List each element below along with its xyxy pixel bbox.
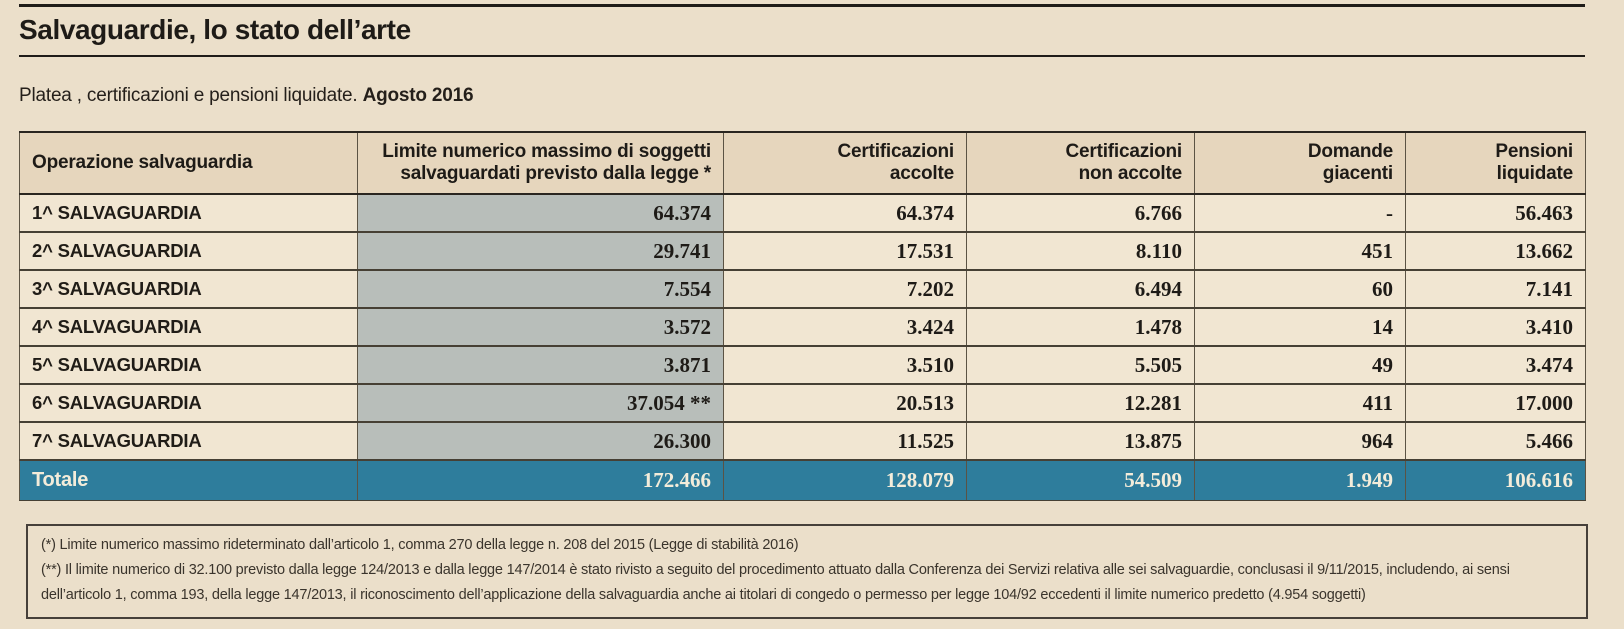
table-row: 7^ SALVAGUARDIA 26.300 11.525 13.875 964 5.46… — [19, 421, 1586, 461]
limite-cell: 29.741 — [357, 231, 724, 271]
total-label-cell: Totale — [19, 459, 358, 501]
limite-cell: 37.054 ** — [357, 383, 724, 423]
accolte-cell: 3.424 — [723, 307, 967, 347]
subtitle: Platea , certificazioni e pensioni liqui… — [19, 85, 1585, 107]
col-header-operazione: Operazione salvaguardia — [19, 131, 358, 195]
subtitle-text: Platea , certificazioni e pensioni liqui… — [19, 85, 363, 106]
operazione-cell: 7^ SALVAGUARDIA — [19, 421, 358, 461]
giacenti-cell: - — [1194, 193, 1406, 233]
total-giacenti-cell: 1.949 — [1194, 459, 1406, 501]
giacenti-cell: 14 — [1194, 307, 1406, 347]
non-accolte-cell: 1.478 — [966, 307, 1195, 347]
non-accolte-cell: 12.281 — [966, 383, 1195, 423]
table-body: 1^ SALVAGUARDIA 64.374 64.374 6.766-56.463 2… — [19, 193, 1586, 461]
accolte-cell: 7.202 — [723, 269, 967, 309]
col-header-certificazioni-accolte: Certificazioni accolte — [723, 131, 967, 195]
operazione-cell: 1^ SALVAGUARDIA — [19, 193, 358, 233]
liquidate-cell: 7.141 — [1405, 269, 1586, 309]
total-accolte-cell: 128.079 — [723, 459, 967, 501]
giacenti-cell: 964 — [1194, 421, 1406, 461]
table-footer: Totale 172.466 128.079 54.509 1.949 106.… — [19, 459, 1586, 501]
table-header: Operazione salvaguardia Limite numerico … — [19, 131, 1586, 195]
table-row: 2^ SALVAGUARDIA 29.741 17.531 8.110 451 13.66… — [19, 231, 1586, 271]
non-accolte-cell: 5.505 — [966, 345, 1195, 385]
col-header-domande-giacenti: Domande giacenti — [1194, 131, 1406, 195]
liquidate-cell: 56.463 — [1405, 193, 1586, 233]
accolte-cell: 11.525 — [723, 421, 967, 461]
non-accolte-cell: 8.110 — [966, 231, 1195, 271]
limite-cell: 3.572 — [357, 307, 724, 347]
accolte-cell: 3.510 — [723, 345, 967, 385]
non-accolte-cell: 13.875 — [966, 421, 1195, 461]
col-header-certificazioni-non-accolte: Certificazioni non accolte — [966, 131, 1195, 195]
giacenti-cell: 411 — [1194, 383, 1406, 423]
liquidate-cell: 3.474 — [1405, 345, 1586, 385]
giacenti-cell: 49 — [1194, 345, 1406, 385]
accolte-cell: 20.513 — [723, 383, 967, 423]
header-row: Operazione salvaguardia Limite numerico … — [19, 131, 1586, 195]
table-row: 3^ SALVAGUARDIA 7.554 7.202 6.494 60 7.141 — [19, 269, 1586, 309]
footnote-asterisk: (*) Limite numerico massimo rideterminat… — [41, 536, 799, 553]
operazione-cell: 3^ SALVAGUARDIA — [19, 269, 358, 309]
giacenti-cell: 60 — [1194, 269, 1406, 309]
liquidate-cell: 13.662 — [1405, 231, 1586, 271]
title-block: Salvaguardie, lo stato dell’arte — [19, 4, 1585, 57]
total-non-accolte-cell: 54.509 — [966, 459, 1195, 501]
accolte-cell: 64.374 — [723, 193, 967, 233]
liquidate-cell: 17.000 — [1405, 383, 1586, 423]
operazione-cell: 4^ SALVAGUARDIA — [19, 307, 358, 347]
limite-cell: 3.871 — [357, 345, 724, 385]
operazione-cell: 2^ SALVAGUARDIA — [19, 231, 358, 271]
non-accolte-cell: 6.766 — [966, 193, 1195, 233]
total-liquidate-cell: 106.616 — [1405, 459, 1586, 501]
table-row: 1^ SALVAGUARDIA 64.374 64.374 6.766-56.463 — [19, 193, 1586, 233]
subtitle-date: Agosto 2016 — [362, 85, 474, 106]
salvaguardie-table: Operazione salvaguardia Limite numerico … — [19, 131, 1586, 501]
col-header-limite: Limite numerico massimo di soggetti salv… — [357, 131, 724, 195]
table-row: 4^ SALVAGUARDIA 3.572 3.424 1.478 14 3.410 — [19, 307, 1586, 347]
footnote-double-asterisk: (**) Il limite numerico di 32.100 previs… — [41, 561, 1510, 603]
total-row: Totale 172.466 128.079 54.509 1.949 106.… — [19, 459, 1586, 501]
total-limite-cell: 172.466 — [357, 459, 724, 501]
col-header-pensioni-liquidate: Pensioni liquidate — [1405, 131, 1586, 195]
limite-cell: 64.374 — [357, 193, 724, 233]
footnotes-box: (*) Limite numerico massimo rideterminat… — [26, 523, 1588, 619]
limite-cell: 26.300 — [357, 421, 724, 461]
page-title: Salvaguardie, lo stato dell’arte — [19, 14, 411, 45]
liquidate-cell: 3.410 — [1405, 307, 1586, 347]
limite-cell: 7.554 — [357, 269, 724, 309]
table-row: 6^ SALVAGUARDIA 37.054 ** 20.513 12.281 411 1… — [19, 383, 1586, 423]
operazione-cell: 5^ SALVAGUARDIA — [19, 345, 358, 385]
giacenti-cell: 451 — [1194, 231, 1406, 271]
liquidate-cell: 5.466 — [1405, 421, 1586, 461]
accolte-cell: 17.531 — [723, 231, 967, 271]
operazione-cell: 6^ SALVAGUARDIA — [19, 383, 358, 423]
table-row: 5^ SALVAGUARDIA 3.871 3.510 5.505 49 3.474 — [19, 345, 1586, 385]
non-accolte-cell: 6.494 — [966, 269, 1195, 309]
